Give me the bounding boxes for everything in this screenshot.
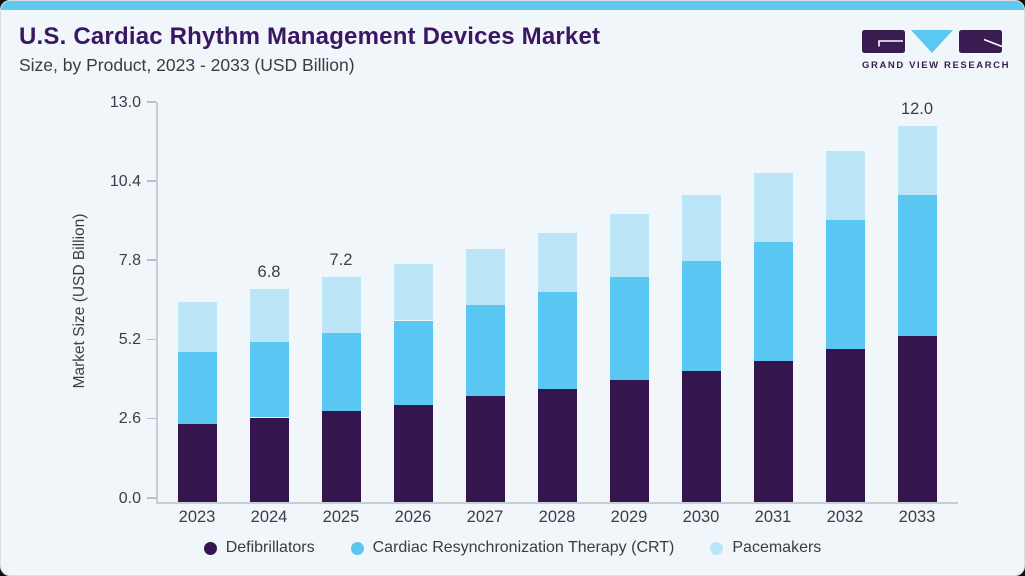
- x-tick-label: 2033: [898, 508, 936, 526]
- bar-2028-cardiac-resynchronization-therapy-crt: [537, 292, 577, 390]
- bar-2029-pacemakers: [609, 214, 649, 277]
- bar-2032-cardiac-resynchronization-therapy-crt: [825, 220, 865, 349]
- y-axis-tick: [147, 338, 156, 341]
- bar-value-label: 12.0: [900, 100, 934, 119]
- bar-2024-pacemakers: [249, 289, 289, 343]
- legend-item: Cardiac Resynchronization Therapy (CRT): [350, 539, 675, 557]
- y-axis-tick: [147, 259, 156, 261]
- x-tick-label: 2029: [610, 508, 648, 526]
- y-tick-label: 0.0: [118, 489, 141, 507]
- bar-2024-defibrillators: [249, 417, 289, 502]
- bar-2026-cardiac-resynchronization-therapy-crt: [393, 320, 433, 405]
- y-axis-line: [156, 102, 158, 503]
- x-tick-label: 2030: [682, 508, 720, 526]
- legend-dot-icon: [350, 541, 364, 555]
- legend-item: Defibrillators: [203, 539, 315, 557]
- legend-label: Cardiac Resynchronization Therapy (CRT): [372, 539, 675, 556]
- bar-value-label: 6.8: [257, 263, 281, 282]
- gvr-g-mark-icon: [862, 30, 905, 58]
- bar-2027-pacemakers: [465, 248, 505, 305]
- bar-2023-defibrillators: [177, 423, 217, 503]
- y-tick-label: 10.4: [109, 172, 141, 190]
- bar-2028-defibrillators: [537, 389, 577, 502]
- gvr-logo-marks: [862, 30, 1003, 53]
- y-axis-tick: [147, 497, 156, 499]
- y-axis-tick: [147, 417, 156, 420]
- x-tick-label: 2025: [322, 508, 360, 526]
- legend-label: Defibrillators: [225, 539, 315, 556]
- chart-legend: Defibrillators Cardiac Resynchronization …: [1, 539, 1024, 557]
- page-subtitle: Size, by Product, 2023 - 2033 (USD Billi…: [19, 54, 355, 75]
- y-tick-label: 13.0: [109, 93, 141, 111]
- gvr-r-mark-icon: [959, 30, 1003, 58]
- chart-header: U.S. Cardiac Rhythm Management Devices M…: [19, 23, 600, 76]
- bar-2028-pacemakers: [537, 232, 577, 293]
- bar-2030-cardiac-resynchronization-therapy-crt: [681, 261, 721, 371]
- bar-2030-defibrillators: [681, 370, 721, 502]
- bar-2026-defibrillators: [393, 405, 433, 502]
- bar-2033-cardiac-resynchronization-therapy-crt: [897, 195, 937, 337]
- bar-2024-cardiac-resynchronization-therapy-crt: [249, 342, 289, 418]
- x-tick-label: 2023: [178, 508, 216, 526]
- legend-dot-icon: [710, 541, 724, 555]
- x-tick-label: 2031: [754, 508, 792, 526]
- legend-dot-icon: [203, 541, 217, 555]
- page-title: U.S. Cardiac Rhythm Management Devices M…: [19, 23, 601, 50]
- bar-2023-pacemakers: [177, 301, 217, 352]
- y-tick-label: 2.6: [118, 410, 141, 428]
- x-tick-label: 2027: [466, 508, 504, 526]
- bar-2027-defibrillators: [465, 395, 505, 502]
- x-axis-line: [156, 502, 958, 504]
- bar-2033-pacemakers: [897, 126, 937, 196]
- legend-label: Pacemakers: [732, 539, 822, 556]
- bar-2033-defibrillators: [897, 336, 937, 502]
- x-tick-label: 2024: [250, 508, 288, 526]
- bar-2027-cardiac-resynchronization-therapy-crt: [465, 304, 505, 396]
- bar-2032-defibrillators: [825, 348, 865, 502]
- bar-2029-cardiac-resynchronization-therapy-crt: [609, 276, 649, 380]
- gvr-brand-text: GRAND VIEW RESEARCH: [862, 60, 1011, 71]
- top-accent-strip: [1, 1, 1024, 10]
- bar-2031-defibrillators: [753, 361, 793, 502]
- x-tick-label: 2028: [538, 508, 576, 526]
- gvr-v-mark-icon: [911, 30, 953, 53]
- bar-2025-cardiac-resynchronization-therapy-crt: [321, 333, 361, 412]
- bar-2026-pacemakers: [393, 264, 433, 321]
- bar-2031-cardiac-resynchronization-therapy-crt: [753, 242, 793, 362]
- bar-2032-pacemakers: [825, 151, 865, 221]
- y-axis-tick: [147, 101, 156, 103]
- y-axis-tick: [147, 180, 156, 182]
- y-tick-label: 7.8: [118, 251, 141, 269]
- y-tick-label: 5.2: [118, 331, 141, 349]
- y-axis-title: Market Size (USD Billion): [71, 213, 88, 389]
- bar-2030-pacemakers: [681, 195, 721, 261]
- bar-2029-defibrillators: [609, 379, 649, 502]
- legend-item: Pacemakers: [710, 539, 821, 557]
- bar-2023-cardiac-resynchronization-therapy-crt: [177, 351, 217, 424]
- x-tick-label: 2026: [394, 508, 432, 526]
- bar-2025-pacemakers: [321, 276, 361, 333]
- grand-view-research-logo: GRAND VIEW RESEARCH: [862, 30, 1011, 71]
- x-tick-label: 2032: [826, 508, 864, 526]
- bar-2031-pacemakers: [753, 173, 793, 243]
- bar-value-label: 7.2: [329, 250, 353, 269]
- bar-2025-defibrillators: [321, 411, 361, 502]
